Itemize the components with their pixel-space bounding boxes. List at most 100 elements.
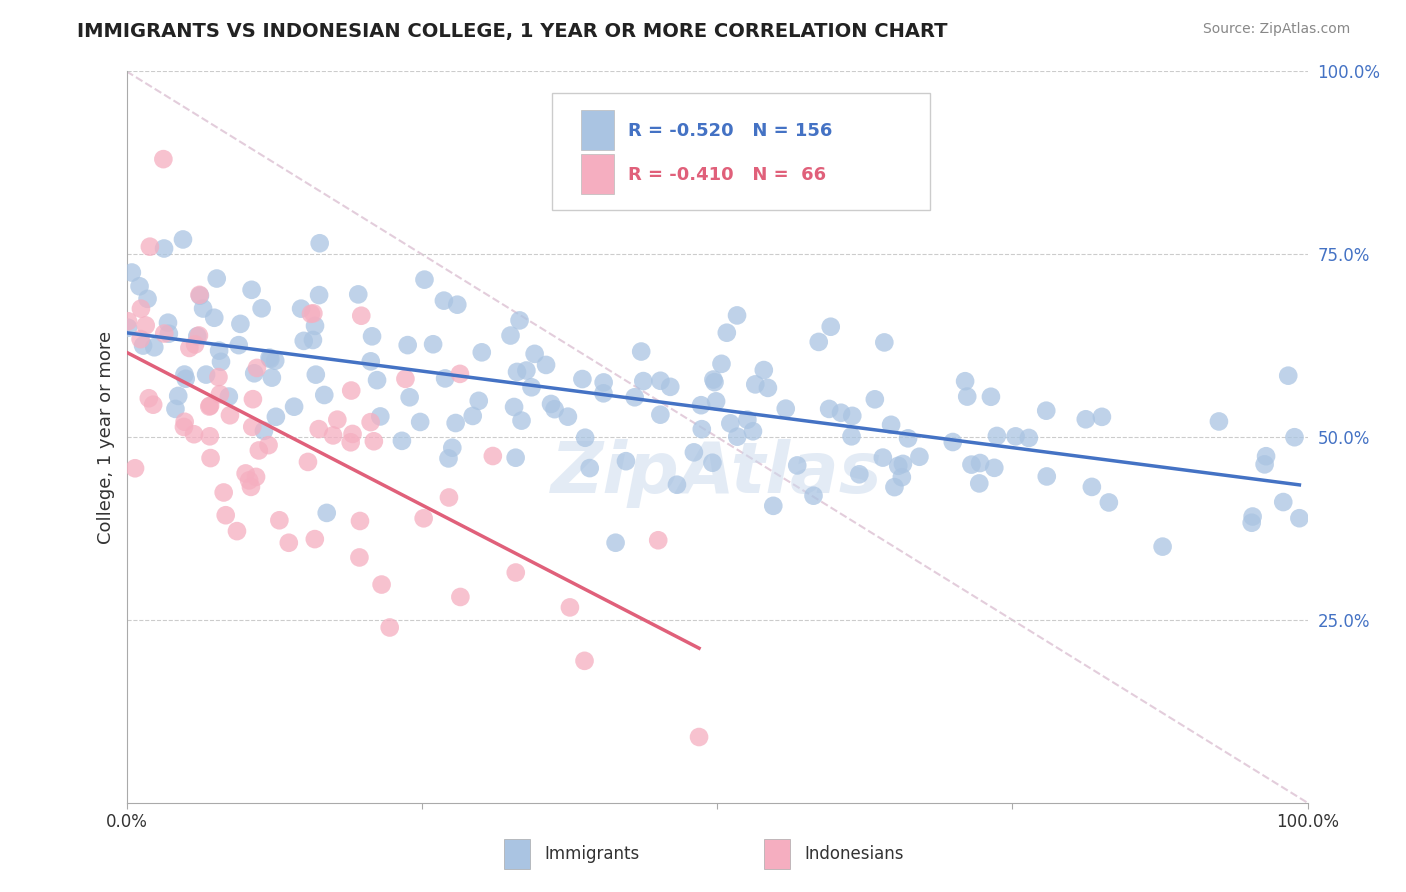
Point	[956, 390, 979, 404]
Point	[897, 431, 920, 445]
Point	[841, 409, 863, 423]
Point	[510, 414, 533, 428]
Point	[165, 401, 187, 416]
Point	[366, 373, 388, 387]
Point	[574, 431, 596, 445]
Point	[152, 152, 174, 166]
Point	[650, 374, 672, 388]
Point	[322, 428, 344, 442]
Point	[229, 317, 252, 331]
Point	[818, 401, 841, 416]
Point	[540, 397, 562, 411]
Point	[969, 476, 991, 491]
Point	[207, 370, 229, 384]
Point	[412, 511, 434, 525]
Point	[880, 417, 903, 432]
Point	[980, 390, 1002, 404]
Point	[704, 394, 727, 409]
Point	[630, 344, 652, 359]
Point	[571, 372, 593, 386]
Point	[647, 533, 669, 548]
Point	[378, 620, 401, 634]
Point	[156, 316, 179, 330]
Point	[243, 366, 266, 380]
Point	[215, 508, 238, 523]
Point	[183, 427, 205, 442]
Point	[326, 412, 349, 426]
Point	[1272, 495, 1295, 509]
Point	[659, 380, 682, 394]
Point	[702, 373, 724, 387]
Point	[188, 288, 211, 302]
Point	[304, 318, 326, 333]
Point	[347, 287, 370, 301]
Point	[1208, 414, 1230, 428]
Point	[315, 506, 337, 520]
Point	[1004, 429, 1026, 443]
FancyBboxPatch shape	[581, 110, 614, 151]
Point	[557, 409, 579, 424]
Point	[218, 390, 240, 404]
Point	[650, 408, 672, 422]
Point	[209, 355, 232, 369]
Point	[1081, 480, 1104, 494]
Point	[891, 457, 914, 471]
Point	[441, 441, 464, 455]
Point	[173, 415, 195, 429]
Point	[703, 375, 725, 389]
Point	[434, 371, 457, 385]
Point	[339, 435, 361, 450]
Point	[219, 409, 242, 423]
Point	[505, 566, 527, 580]
Point	[683, 445, 706, 459]
Point	[349, 550, 371, 565]
Point	[304, 532, 326, 546]
Text: ZipAtlas: ZipAtlas	[551, 439, 883, 508]
Point	[605, 535, 627, 549]
Point	[716, 326, 738, 340]
Point	[471, 345, 494, 359]
Point	[614, 454, 637, 468]
Point	[198, 400, 221, 414]
Point	[503, 400, 526, 414]
Point	[468, 393, 491, 408]
Point	[283, 400, 305, 414]
Point	[1240, 516, 1263, 530]
Point	[863, 392, 886, 407]
Point	[129, 301, 152, 316]
Point	[370, 577, 392, 591]
Point	[578, 461, 600, 475]
Point	[803, 489, 825, 503]
Point	[623, 390, 645, 404]
Point	[515, 363, 537, 377]
Point	[413, 272, 436, 286]
Point	[953, 374, 976, 388]
Point	[633, 374, 655, 388]
Point	[1035, 469, 1057, 483]
Point	[482, 449, 505, 463]
Point	[908, 450, 931, 464]
Point	[186, 329, 208, 343]
Point	[242, 392, 264, 407]
Point	[292, 334, 315, 348]
Point	[1284, 430, 1306, 444]
Point	[200, 451, 222, 466]
Point	[702, 456, 724, 470]
Point	[238, 474, 260, 488]
Point	[245, 470, 267, 484]
Point	[342, 426, 364, 441]
Point	[360, 354, 382, 368]
Point	[820, 319, 842, 334]
Point	[887, 458, 910, 473]
Point	[786, 458, 808, 473]
Point	[742, 424, 765, 438]
Point	[121, 266, 143, 280]
Point	[520, 380, 543, 394]
Point	[174, 372, 197, 386]
Point	[437, 491, 460, 505]
Text: Source: ZipAtlas.com: Source: ZipAtlas.com	[1202, 22, 1350, 37]
FancyBboxPatch shape	[551, 94, 929, 211]
Point	[235, 467, 257, 481]
Point	[247, 443, 270, 458]
Point	[775, 401, 797, 416]
